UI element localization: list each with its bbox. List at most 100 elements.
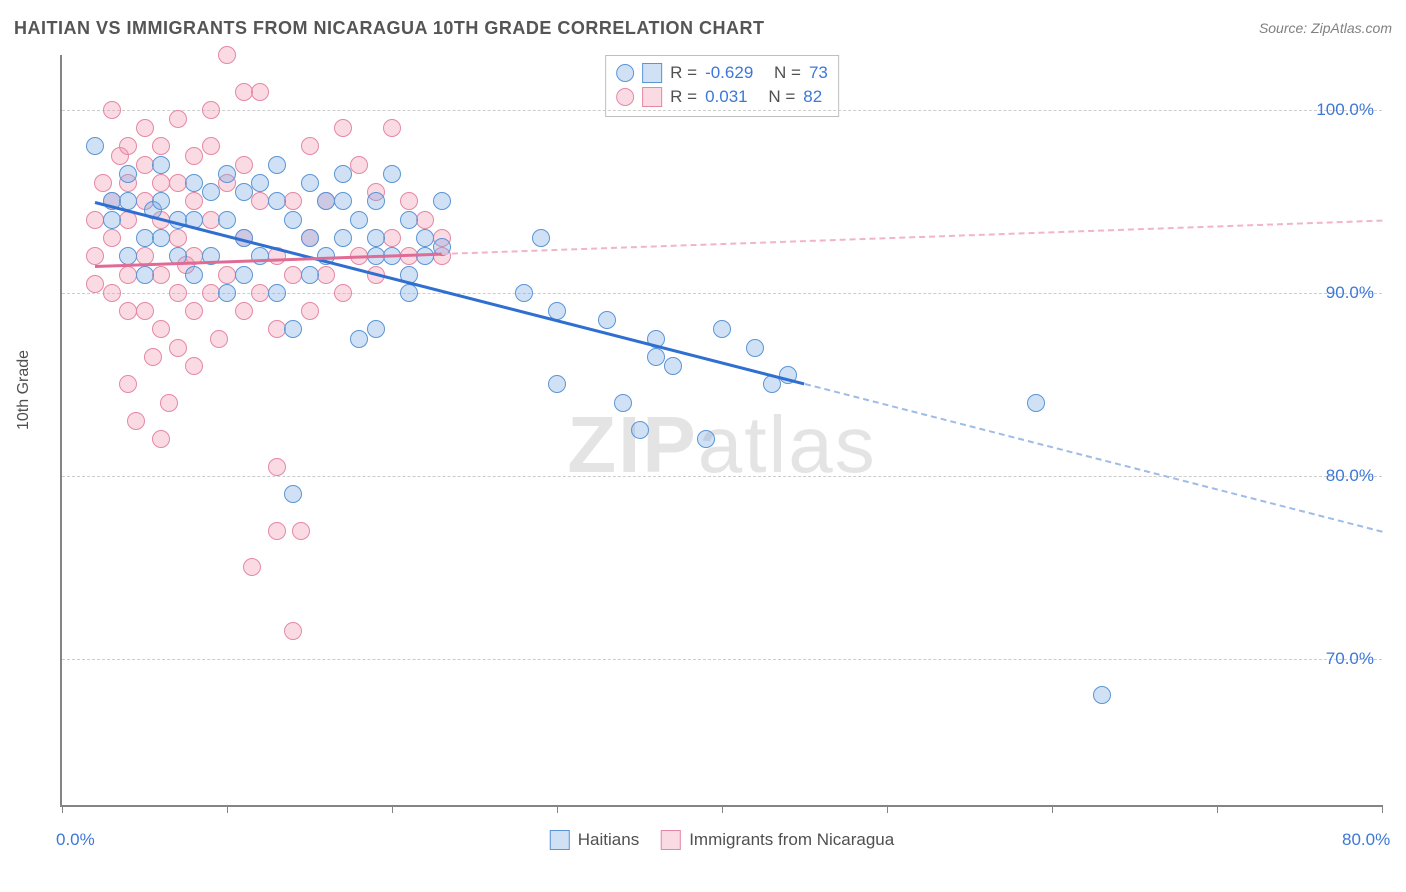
data-point	[169, 284, 187, 302]
data-point	[367, 192, 385, 210]
data-point	[202, 284, 220, 302]
data-point	[119, 247, 137, 265]
data-point	[598, 311, 616, 329]
data-point	[86, 275, 104, 293]
legend-label-haitians: Haitians	[578, 830, 639, 850]
data-point	[416, 211, 434, 229]
data-point	[301, 302, 319, 320]
data-point	[268, 458, 286, 476]
data-point	[235, 156, 253, 174]
data-point	[136, 266, 154, 284]
data-point	[284, 485, 302, 503]
r-value-b: 0.031	[705, 85, 748, 109]
r-label-b: R =	[670, 85, 697, 109]
legend-row-a: R = -0.629 N = 73	[616, 61, 828, 85]
data-point	[400, 284, 418, 302]
n-value-a: 73	[809, 61, 828, 85]
y-tick-label: 90.0%	[1326, 283, 1374, 303]
gridline	[62, 110, 1382, 111]
legend-swatch-haitians	[550, 830, 570, 850]
source-label: Source: ZipAtlas.com	[1259, 20, 1392, 36]
data-point	[433, 192, 451, 210]
data-point	[144, 348, 162, 366]
x-tick-mark	[62, 805, 63, 813]
data-point	[746, 339, 764, 357]
legend-label-nicaragua: Immigrants from Nicaragua	[689, 830, 894, 850]
data-point	[202, 183, 220, 201]
data-point	[119, 137, 137, 155]
legend-item-haitians: Haitians	[550, 830, 639, 850]
data-point	[631, 421, 649, 439]
data-point	[548, 375, 566, 393]
data-point	[169, 174, 187, 192]
data-point	[317, 266, 335, 284]
data-point	[185, 302, 203, 320]
data-point	[136, 302, 154, 320]
data-point	[268, 522, 286, 540]
data-point	[301, 229, 319, 247]
x-tick-mark	[557, 805, 558, 813]
data-point	[647, 348, 665, 366]
watermark: ZIPatlas	[567, 399, 876, 491]
data-point	[218, 284, 236, 302]
data-point	[383, 165, 401, 183]
data-point	[202, 211, 220, 229]
data-point	[268, 284, 286, 302]
n-label-b: N =	[768, 85, 795, 109]
data-point	[152, 156, 170, 174]
data-point	[152, 137, 170, 155]
data-point	[185, 357, 203, 375]
legend-marker-b	[616, 88, 634, 106]
data-point	[202, 101, 220, 119]
data-point	[301, 174, 319, 192]
data-point	[119, 302, 137, 320]
data-point	[202, 137, 220, 155]
x-tick-mark	[1382, 805, 1383, 813]
data-point	[103, 284, 121, 302]
data-point	[185, 192, 203, 210]
data-point	[235, 266, 253, 284]
data-point	[383, 119, 401, 137]
legend-item-nicaragua: Immigrants from Nicaragua	[661, 830, 894, 850]
gridline	[62, 476, 1382, 477]
data-point	[152, 174, 170, 192]
correlation-legend: R = -0.629 N = 73 R = 0.031 N = 82	[605, 55, 839, 117]
data-point	[169, 339, 187, 357]
chart-title: HAITIAN VS IMMIGRANTS FROM NICARAGUA 10T…	[14, 18, 765, 38]
legend-swatch-a	[642, 63, 662, 83]
data-point	[251, 192, 269, 210]
data-point	[350, 156, 368, 174]
data-point	[210, 330, 228, 348]
data-point	[284, 320, 302, 338]
data-point	[334, 165, 352, 183]
trend-line	[804, 383, 1382, 533]
data-point	[334, 119, 352, 137]
x-tick-mark	[227, 805, 228, 813]
x-tick-mark	[722, 805, 723, 813]
data-point	[119, 375, 137, 393]
data-point	[86, 247, 104, 265]
data-point	[350, 211, 368, 229]
data-point	[86, 211, 104, 229]
data-point	[218, 165, 236, 183]
r-value-a: -0.629	[705, 61, 753, 85]
data-point	[136, 229, 154, 247]
data-point	[152, 266, 170, 284]
y-tick-label: 80.0%	[1326, 466, 1374, 486]
data-point	[86, 137, 104, 155]
data-point	[152, 320, 170, 338]
data-point	[284, 192, 302, 210]
plot-area: ZIPatlas R = -0.629 N = 73 R = 0.031 N =…	[60, 55, 1382, 807]
data-point	[367, 320, 385, 338]
data-point	[251, 174, 269, 192]
data-point	[218, 211, 236, 229]
data-point	[367, 229, 385, 247]
data-point	[1027, 394, 1045, 412]
legend-row-b: R = 0.031 N = 82	[616, 85, 828, 109]
data-point	[127, 412, 145, 430]
data-point	[251, 284, 269, 302]
legend-marker-a	[616, 64, 634, 82]
data-point	[301, 137, 319, 155]
data-point	[251, 247, 269, 265]
data-point	[185, 147, 203, 165]
